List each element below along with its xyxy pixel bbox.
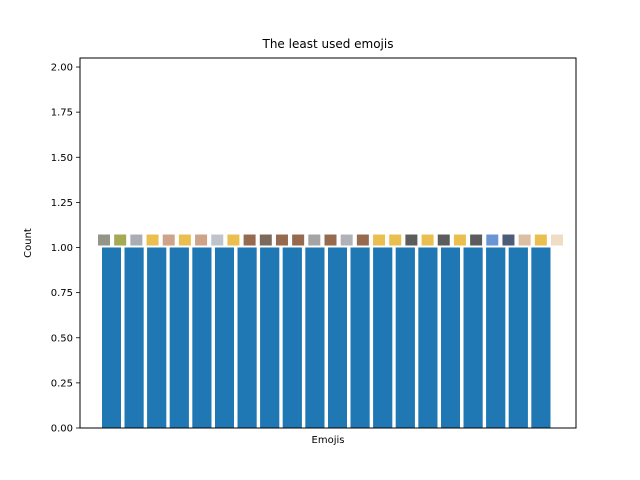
- y-axis: 0.00 0.25 0.50 0.75 1.00 1.25 1.50 1.75 2.00: [51, 63, 80, 435]
- emoji-marker: [324, 234, 337, 246]
- emoji-marker: [308, 234, 321, 246]
- emoji-marker: [243, 234, 256, 246]
- emoji-marker: [178, 234, 191, 246]
- emoji-marker: [486, 234, 499, 246]
- bar: [282, 247, 302, 428]
- emoji-marker: [98, 234, 110, 246]
- x-axis-label: Emojis: [312, 435, 345, 446]
- bar: [305, 247, 325, 428]
- y-tick-label: 2.00: [51, 63, 73, 74]
- emoji-marker: [162, 234, 175, 246]
- bar: [531, 247, 551, 428]
- y-tick-label: 0.00: [51, 424, 73, 435]
- emoji-marker: [340, 234, 353, 246]
- bar: [328, 247, 347, 428]
- emoji-marker: [195, 234, 208, 246]
- emoji-marker: [518, 234, 531, 246]
- emoji-marker: [259, 234, 272, 246]
- bar: [102, 247, 121, 428]
- emoji-marker: [211, 234, 224, 246]
- bar: [147, 247, 167, 428]
- emoji-marker: [292, 234, 305, 246]
- emoji-marker: [405, 234, 418, 246]
- emoji-marker: [389, 234, 402, 246]
- emoji-markers-group: [98, 234, 563, 246]
- emoji-marker: [130, 234, 143, 246]
- bar: [395, 247, 415, 428]
- bar: [124, 247, 144, 428]
- bar: [508, 247, 528, 428]
- y-tick-label: 0.50: [51, 333, 73, 344]
- emoji-marker: [227, 234, 240, 246]
- bars-group: [102, 247, 551, 428]
- bar: [350, 247, 370, 428]
- emoji-marker: [356, 234, 369, 246]
- bar: [418, 247, 438, 428]
- emoji-marker: [373, 234, 386, 246]
- emoji-marker: [534, 234, 547, 246]
- bar: [373, 247, 393, 428]
- plot-frame: [79, 57, 577, 429]
- y-tick-label: 0.75: [51, 288, 73, 299]
- emoji-marker: [421, 234, 434, 246]
- y-tick-label: 1.75: [51, 108, 73, 119]
- emoji-marker: [502, 234, 515, 246]
- emoji-marker: [453, 234, 466, 246]
- emoji-marker: [275, 234, 288, 246]
- emoji-marker: [114, 234, 127, 246]
- y-tick-label: 1.25: [51, 198, 73, 209]
- bar: [169, 247, 189, 428]
- bar: [215, 247, 234, 428]
- y-tick-label: 1.00: [51, 243, 73, 254]
- bar: [260, 247, 280, 428]
- chart-title: The least used emojis: [262, 37, 394, 51]
- bar: [441, 247, 460, 428]
- bar: [463, 247, 483, 428]
- bar: [192, 247, 212, 428]
- emoji-marker: [551, 234, 563, 246]
- bar: [486, 247, 506, 428]
- bar: [237, 247, 257, 428]
- y-tick-label: 1.50: [51, 153, 73, 164]
- y-axis-label: Count: [23, 228, 34, 258]
- emoji-marker: [437, 234, 450, 246]
- y-tick-label: 0.25: [51, 378, 73, 389]
- emoji-marker: [470, 234, 483, 246]
- emoji-marker: [146, 234, 159, 246]
